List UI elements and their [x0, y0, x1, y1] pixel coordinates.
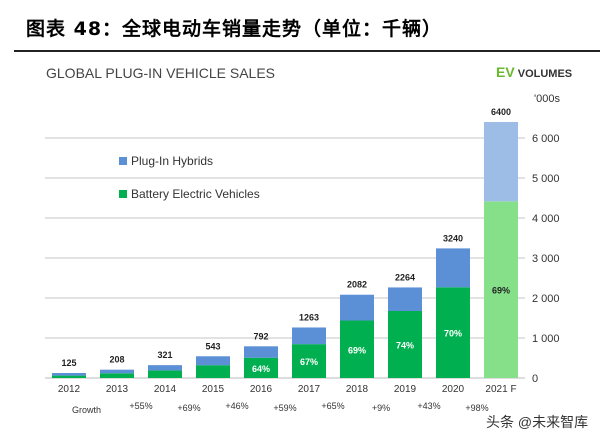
total-label: 3240 — [443, 233, 463, 243]
bev-share-label: 69% — [492, 286, 510, 296]
x-tick-label: 2020 — [442, 384, 465, 395]
legend-swatch-bev — [119, 190, 127, 198]
growth-value: +69% — [177, 403, 200, 413]
bar-bev-2018 — [340, 320, 374, 378]
total-label: 125 — [61, 358, 76, 368]
total-label: 1263 — [299, 312, 319, 322]
chart-title: GLOBAL PLUG-IN VEHICLE SALES — [46, 65, 276, 81]
bar-bev-2012 — [52, 375, 86, 378]
bar-phev-2019 — [388, 287, 422, 311]
x-tick-label: 2013 — [106, 384, 129, 395]
growth-value: +9% — [372, 403, 390, 413]
x-tick-label: 2016 — [250, 384, 273, 395]
bar-bev-2019 — [388, 311, 422, 378]
bar-phev-2020 — [436, 248, 470, 288]
y-unit-label: '000s — [534, 93, 560, 105]
total-label: 2264 — [395, 272, 415, 282]
growth-value: +65% — [321, 401, 344, 411]
growth-value: +98% — [465, 403, 488, 413]
bev-share-label: 69% — [348, 345, 366, 355]
total-label: 2082 — [347, 280, 367, 290]
figure-title: 图表 48：全球电动车销量走势（单位：千辆） — [26, 18, 443, 40]
bev-share-label: 67% — [300, 357, 318, 367]
legend-label-phev: Plug-In Hybrids — [131, 154, 213, 168]
bar-bev-2020 — [436, 287, 470, 378]
title-divider — [14, 50, 600, 52]
y-tick-label: 1 000 — [532, 333, 560, 345]
bar-phev-2012 — [52, 373, 86, 376]
bar-bev-2016 — [244, 357, 278, 378]
x-tick-label: 2021 F — [485, 384, 516, 395]
y-tick-label: 4 000 — [532, 213, 560, 225]
bar-phev-2013 — [100, 369, 134, 374]
total-label: 543 — [205, 341, 220, 351]
bar-phev-2015 — [196, 356, 230, 366]
bar-phev-2021 F — [484, 122, 518, 202]
bar-bev-2013 — [100, 373, 134, 378]
bar-phev-2014 — [148, 365, 182, 371]
total-label: 792 — [253, 331, 268, 341]
y-tick-label: 0 — [532, 373, 538, 385]
growth-value: +59% — [273, 403, 296, 413]
bev-share-label: 70% — [444, 329, 462, 339]
bar-bev-2015 — [196, 365, 230, 378]
y-tick-label: 6 000 — [532, 133, 560, 145]
bar-bev-2014 — [148, 370, 182, 378]
x-tick-label: 2012 — [58, 384, 81, 395]
x-tick-label: 2019 — [394, 384, 417, 395]
x-tick-label: 2018 — [346, 384, 369, 395]
growth-value: +43% — [417, 401, 440, 411]
growth-value: +46% — [225, 401, 248, 411]
y-tick-label: 5 000 — [532, 173, 560, 185]
ev-volumes-logo: EV VOLUMES — [496, 64, 573, 80]
bar-phev-2018 — [340, 294, 374, 321]
bar-phev-2016 — [244, 346, 278, 358]
bar-phev-2017 — [292, 327, 326, 345]
bar-bev-2021 F — [484, 201, 518, 378]
growth-label: Growth — [72, 405, 101, 415]
total-label: 321 — [157, 350, 172, 360]
y-tick-label: 3 000 — [532, 253, 560, 265]
watermark: 头条 @未来智库 — [486, 414, 589, 430]
bev-share-label: 64% — [252, 364, 270, 374]
bev-share-label: 74% — [396, 341, 414, 351]
x-tick-label: 2015 — [202, 384, 225, 395]
total-label: 208 — [109, 355, 124, 365]
x-tick-label: 2017 — [298, 384, 321, 395]
growth-value: +55% — [129, 401, 152, 411]
x-tick-label: 2014 — [154, 384, 177, 395]
bar-bev-2017 — [292, 344, 326, 378]
total-label: 6400 — [491, 107, 511, 117]
y-tick-label: 2 000 — [532, 293, 560, 305]
legend-label-bev: Battery Electric Vehicles — [131, 187, 260, 201]
legend-swatch-phev — [119, 157, 127, 165]
